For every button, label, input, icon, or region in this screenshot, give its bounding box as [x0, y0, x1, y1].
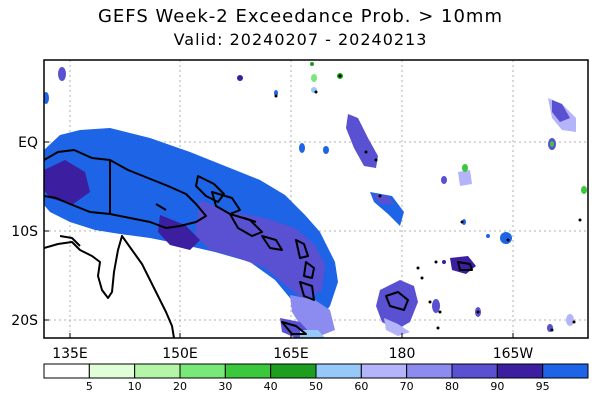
colorbar-label: 40 — [264, 380, 278, 393]
lon-label-165e: 165E — [273, 346, 309, 362]
lon-label-135e: 135E — [52, 346, 88, 362]
tick-marks — [44, 141, 514, 338]
colorbar-swatch — [43, 363, 90, 379]
colorbar-swatch — [179, 363, 226, 379]
map-title: GEFS Week-2 Exceedance Prob. > 10mm — [97, 6, 503, 27]
colorbar-swatch — [451, 363, 498, 379]
colorbar-label: 60 — [354, 380, 368, 393]
map-subtitle: Valid: 20240207 - 20240213 — [173, 30, 428, 49]
colorbar-label: 50 — [309, 380, 323, 393]
map-frame — [43, 59, 589, 339]
colorbar-swatch — [406, 363, 453, 379]
colorbar-swatch — [134, 363, 181, 379]
probability-shading-main — [44, 128, 338, 338]
colorbar-swatch — [88, 363, 136, 379]
colorbar-swatch — [224, 363, 272, 379]
lat-label-eq: EQ — [18, 135, 38, 151]
coastlines — [44, 149, 473, 338]
colorbar-label: 90 — [490, 380, 504, 393]
lat-label-10s: 10S — [11, 224, 38, 240]
colorbar-swatch — [315, 363, 362, 379]
colorbar-label: 10 — [128, 380, 142, 393]
colorbar-swatch — [360, 363, 408, 379]
colorbar: 5 10 20 30 40 50 60 70 80 90 95 — [43, 363, 589, 393]
colorbar-label: 20 — [173, 380, 187, 393]
lon-label-180: 180 — [389, 346, 416, 362]
lat-label-20s: 20S — [11, 313, 38, 329]
colorbar-swatch — [270, 363, 317, 379]
lon-label-150e: 150E — [162, 346, 198, 362]
colorbar-label: 80 — [445, 380, 459, 393]
colorbar-label: 95 — [536, 380, 550, 393]
colorbar-label: 70 — [400, 380, 414, 393]
lon-label-165w: 165W — [493, 346, 534, 362]
colorbar-swatch — [496, 363, 544, 379]
small-islands — [274, 74, 582, 332]
colorbar-label: 30 — [218, 380, 232, 393]
colorbar-label: 5 — [86, 380, 93, 393]
colorbar-swatch — [542, 363, 589, 379]
